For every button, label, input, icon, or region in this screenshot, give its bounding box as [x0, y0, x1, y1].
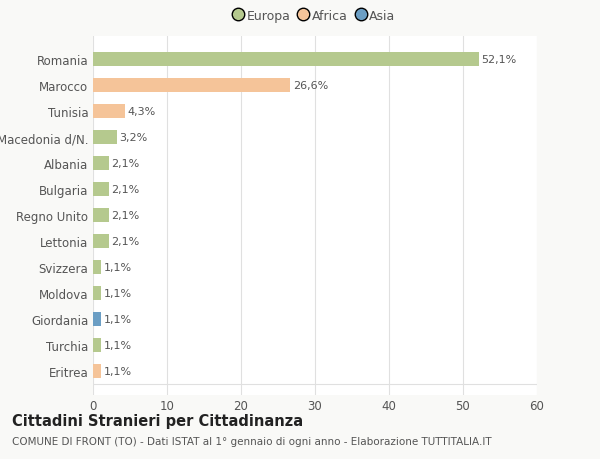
Text: 3,2%: 3,2%: [119, 133, 148, 143]
Bar: [93, 235, 109, 249]
Legend: Europa, Africa, Asia: Europa, Africa, Asia: [232, 6, 398, 27]
Bar: [93, 157, 109, 171]
Text: 1,1%: 1,1%: [104, 289, 132, 298]
Text: 52,1%: 52,1%: [482, 55, 517, 65]
Text: 1,1%: 1,1%: [104, 314, 132, 325]
Text: COMUNE DI FRONT (TO) - Dati ISTAT al 1° gennaio di ogni anno - Elaborazione TUTT: COMUNE DI FRONT (TO) - Dati ISTAT al 1° …: [12, 436, 491, 446]
Bar: [93, 183, 109, 197]
Text: 2,1%: 2,1%: [112, 237, 140, 246]
Text: 2,1%: 2,1%: [112, 185, 140, 195]
Bar: [93, 260, 101, 275]
Bar: [93, 286, 101, 301]
Text: Cittadini Stranieri per Cittadinanza: Cittadini Stranieri per Cittadinanza: [12, 413, 303, 428]
Bar: [93, 208, 109, 223]
Text: 1,1%: 1,1%: [104, 366, 132, 376]
Bar: [93, 79, 290, 93]
Text: 2,1%: 2,1%: [112, 211, 140, 221]
Bar: [93, 338, 101, 353]
Bar: [93, 53, 479, 67]
Text: 1,1%: 1,1%: [104, 263, 132, 273]
Text: 1,1%: 1,1%: [104, 341, 132, 350]
Bar: [93, 131, 116, 145]
Bar: [93, 105, 125, 119]
Text: 26,6%: 26,6%: [293, 81, 328, 91]
Bar: [93, 312, 101, 327]
Bar: [93, 364, 101, 379]
Text: 4,3%: 4,3%: [128, 107, 156, 117]
Text: 2,1%: 2,1%: [112, 159, 140, 169]
